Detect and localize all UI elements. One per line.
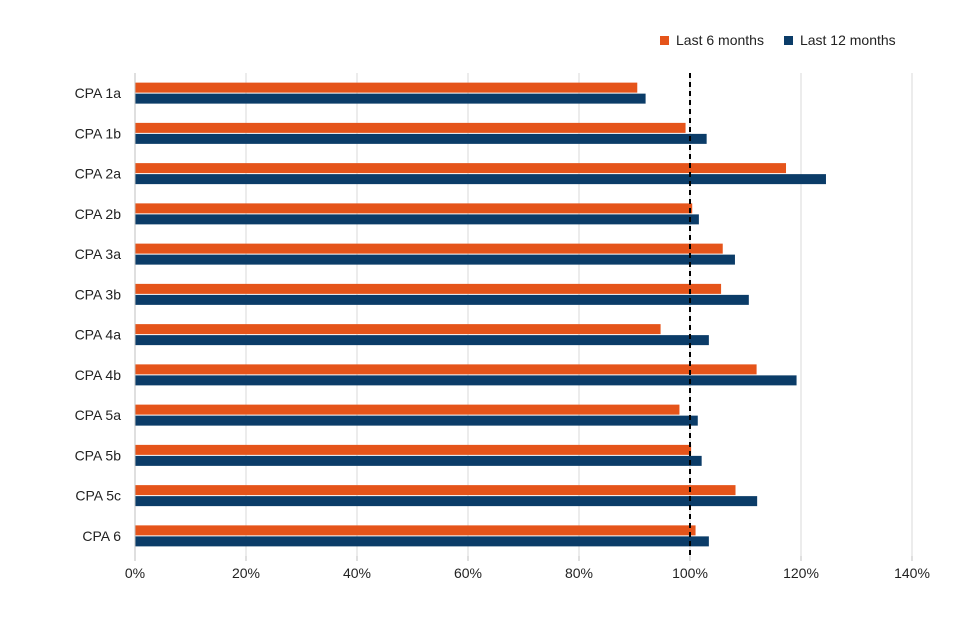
bar-last-6-months	[135, 444, 692, 455]
bar-last-6-months	[135, 485, 736, 496]
category-label: CPA 5b	[75, 447, 122, 463]
x-tick-label: 100%	[672, 565, 708, 581]
bar-last-12-months	[135, 133, 707, 144]
category-label: CPA 3b	[75, 286, 122, 302]
bar-last-6-months	[135, 324, 661, 335]
category-label: CPA 3a	[75, 246, 122, 262]
legend-label-last-6-months: Last 6 months	[676, 32, 764, 48]
bar-last-12-months	[135, 254, 735, 265]
legend-label-last-12-months: Last 12 months	[799, 32, 896, 48]
category-label: CPA 5c	[75, 488, 121, 504]
bar-last-12-months	[135, 375, 797, 386]
category-label: CPA 2a	[75, 166, 122, 182]
x-tick-label: 0%	[125, 565, 145, 581]
legend-swatch-last-12-months	[783, 35, 793, 45]
bar-last-12-months	[135, 496, 758, 507]
legend-swatch-last-6-months	[660, 35, 669, 45]
legend-item-last-12-months: Last 12 months	[783, 32, 896, 48]
bar-last-6-months	[135, 525, 696, 536]
bar-last-12-months	[135, 455, 702, 466]
bar-last-6-months	[135, 404, 680, 415]
category-label: CPA 4a	[75, 327, 122, 343]
x-tick-label: 120%	[783, 565, 819, 581]
bar-last-12-months	[135, 536, 709, 547]
bar-last-12-months	[135, 214, 699, 225]
x-tick-label: 20%	[232, 565, 260, 581]
bar-last-12-months	[135, 294, 749, 305]
bar-last-12-months	[135, 174, 826, 185]
category-label: CPA 5a	[75, 407, 122, 423]
legend-item-last-6-months: Last 6 months	[660, 32, 764, 48]
bar-last-12-months	[135, 93, 646, 104]
bar-last-6-months	[135, 203, 693, 214]
chart-legend: Last 6 months Last 12 months	[660, 32, 916, 48]
category-label: CPA 6	[82, 528, 121, 544]
bar-last-6-months	[135, 364, 757, 375]
bar-last-6-months	[135, 122, 686, 133]
x-tick-label: 80%	[565, 565, 593, 581]
bar-last-6-months	[135, 163, 787, 174]
x-tick-label: 60%	[454, 565, 482, 581]
category-label: CPA 4b	[75, 367, 122, 383]
bar-last-12-months	[135, 335, 709, 346]
category-label: CPA 1a	[75, 85, 122, 101]
category-label: CPA 1b	[75, 125, 122, 141]
bar-last-6-months	[135, 243, 723, 254]
x-tick-label: 40%	[343, 565, 371, 581]
bar-last-12-months	[135, 415, 698, 426]
bar-last-6-months	[135, 82, 638, 93]
bar-last-6-months	[135, 283, 722, 294]
x-tick-label: 140%	[894, 565, 930, 581]
category-label: CPA 2b	[75, 206, 122, 222]
